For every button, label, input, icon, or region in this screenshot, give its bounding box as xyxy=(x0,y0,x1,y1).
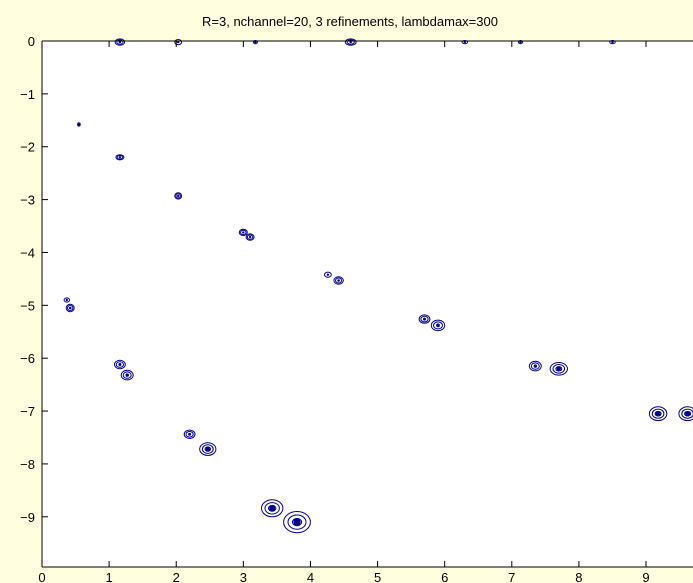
contour-ring-18-1 xyxy=(201,444,214,454)
contour-core-19 xyxy=(269,505,276,512)
contour-ring-20-1 xyxy=(287,514,307,530)
contour-core-3 xyxy=(242,231,245,234)
contour-core-9 xyxy=(423,317,426,321)
contour-ring-3-0 xyxy=(238,228,248,237)
contour-core-0 xyxy=(77,123,81,126)
contour-ring-2-0 xyxy=(174,192,183,200)
contour-core-16 xyxy=(685,411,690,417)
x-tick-label-2: 2 xyxy=(173,570,180,583)
contour-ring-18-0 xyxy=(199,442,217,456)
y-tick-label-8: −8 xyxy=(20,457,35,472)
contour-core-8 xyxy=(68,306,72,310)
contour-ring-4-0 xyxy=(245,233,255,241)
y-tick-label-0: 0 xyxy=(28,34,35,49)
contour-ring-6-1 xyxy=(335,277,343,284)
x-tick-label-3: 3 xyxy=(240,570,247,583)
contour-ring-24-1 xyxy=(346,39,355,45)
contour-ring-4-1 xyxy=(246,234,254,240)
contour-core-12 xyxy=(125,373,129,377)
contour-ring-17-1 xyxy=(185,431,194,438)
y-tick-label-4: −4 xyxy=(20,245,35,260)
contour-ring-16-1 xyxy=(681,408,693,419)
contour-layer xyxy=(63,38,693,534)
contour-ring-5-0 xyxy=(324,271,332,278)
contour-ring-0-0 xyxy=(77,122,81,127)
contour-core-4 xyxy=(248,235,252,239)
contour-core-5 xyxy=(326,273,330,276)
x-tick-label-5: 5 xyxy=(374,570,381,583)
contour-ring-16-0 xyxy=(678,406,693,422)
contour-ring-2-1 xyxy=(175,193,181,199)
contour-ring-24-0 xyxy=(344,38,357,46)
contour-core-17 xyxy=(188,432,192,436)
contour-ring-14-1 xyxy=(552,364,566,374)
y-tick-label-1: −1 xyxy=(20,87,35,102)
contour-core-20 xyxy=(293,518,301,526)
y-tick-label-9: −9 xyxy=(20,510,35,525)
contour-core-10 xyxy=(436,323,440,328)
x-tick-label-4: 4 xyxy=(307,570,314,583)
contour-ring-15-0 xyxy=(648,406,668,422)
contour-core-14 xyxy=(556,366,561,371)
x-tick-label-0: 0 xyxy=(38,570,45,583)
contour-ring-1-1 xyxy=(116,155,124,160)
contour-ring-21-0 xyxy=(114,38,126,46)
contour-ring-8-0 xyxy=(65,303,75,313)
y-tick-label-7: −7 xyxy=(20,404,35,419)
contour-core-15 xyxy=(655,411,661,417)
contour-ring-10-1 xyxy=(433,321,443,330)
contour-ring-8-1 xyxy=(67,305,74,311)
contour-core-2 xyxy=(177,194,180,198)
contour-ring-15-1 xyxy=(651,408,665,419)
x-tick-label-7: 7 xyxy=(508,570,515,583)
y-tick-label-3: −3 xyxy=(20,193,35,208)
contour-ring-9-0 xyxy=(418,314,431,324)
contour-ring-11-0 xyxy=(114,359,126,370)
x-tick-label-6: 6 xyxy=(441,570,448,583)
tick-layer xyxy=(41,40,647,567)
contour-ring-10-0 xyxy=(430,319,446,332)
contour-core-13 xyxy=(533,364,537,368)
contour-ring-17-0 xyxy=(183,429,196,439)
contour-ring-19-0 xyxy=(261,499,284,518)
plot-area xyxy=(42,41,693,567)
contour-ring-13-0 xyxy=(528,360,542,372)
contour-ring-3-1 xyxy=(240,229,247,235)
x-tick-label-9: 9 xyxy=(642,570,649,583)
x-tick-label-8: 8 xyxy=(575,570,582,583)
contour-ring-1-0 xyxy=(115,154,125,161)
contour-ring-11-1 xyxy=(115,361,125,368)
x-tick-labels: 0 1 2 3 4 5 6 7 8 9 xyxy=(38,570,649,583)
y-tick-labels: 0 −1 −2 −3 −4 −5 −6 −7 −8 −9 xyxy=(20,34,35,525)
y-tick-label-2: −2 xyxy=(20,140,35,155)
contour-ring-21-1 xyxy=(116,39,124,45)
contour-ring-13-1 xyxy=(530,362,540,370)
contour-core-1 xyxy=(118,156,122,159)
contour-core-18 xyxy=(205,446,210,452)
y-tick-label-6: −6 xyxy=(20,351,35,366)
contour-ring-6-0 xyxy=(333,276,344,285)
contour-ring-19-1 xyxy=(264,502,280,515)
contour-ring-12-1 xyxy=(122,371,132,379)
y-tick-label-5: −5 xyxy=(20,298,35,313)
chart-title: R=3, nchannel=20, 3 refinements, lambdam… xyxy=(202,14,498,29)
contour-ring-12-0 xyxy=(120,369,134,381)
contour-core-7 xyxy=(65,298,69,302)
x-tick-label-1: 1 xyxy=(105,570,112,583)
contour-core-6 xyxy=(337,279,340,282)
contour-ring-22-0 xyxy=(174,39,183,46)
contour-ring-14-0 xyxy=(549,362,568,376)
contour-ring-9-1 xyxy=(420,315,429,323)
contour-ring-20-0 xyxy=(283,510,311,534)
contour-core-11 xyxy=(118,363,122,366)
contour-ring-7-0 xyxy=(63,297,71,303)
